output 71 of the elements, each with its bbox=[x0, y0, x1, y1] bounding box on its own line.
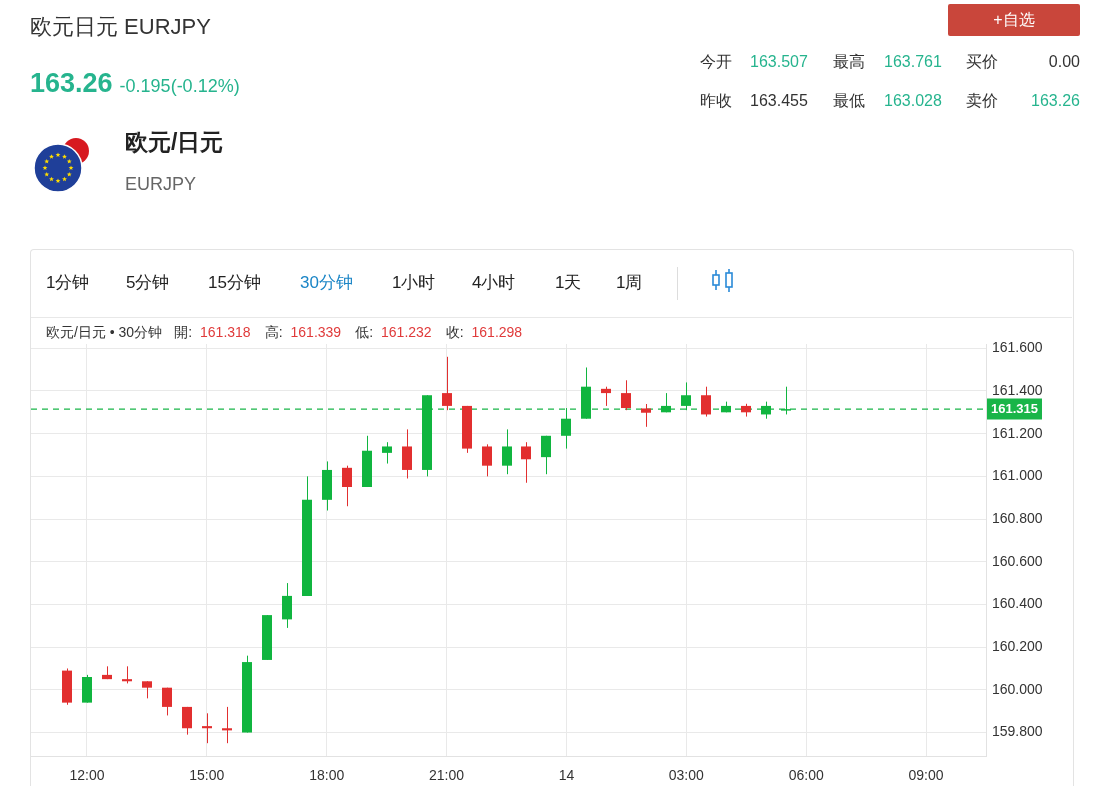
y-tick-label: 160.200 bbox=[992, 637, 1043, 654]
text: 4小时 bbox=[472, 272, 516, 294]
candlestick bbox=[202, 712, 212, 744]
text: 高: bbox=[264, 323, 283, 341]
text: 開: bbox=[174, 323, 193, 341]
y-tick-label: 161.600 bbox=[992, 339, 1043, 356]
text: 163.26 bbox=[1031, 91, 1080, 111]
text: 161.298 bbox=[471, 323, 523, 341]
text: 欧元/日元 bbox=[125, 129, 224, 157]
text: +自选 bbox=[993, 10, 1035, 30]
text: 最低 bbox=[833, 91, 865, 111]
candlestick bbox=[502, 428, 512, 475]
y-tick-label: 161.200 bbox=[992, 424, 1043, 441]
x-tick-label: 15:00 bbox=[189, 767, 225, 784]
y-tick-label: 160.600 bbox=[992, 552, 1043, 569]
x-tick-label: 03:00 bbox=[668, 767, 705, 784]
chart-title: 欧元日元 EURJPY bbox=[30, 13, 211, 41]
text: 昨收 bbox=[700, 91, 732, 111]
y-tick-label: 160.400 bbox=[992, 595, 1043, 612]
x-tick-label: 09:00 bbox=[908, 767, 944, 784]
candlestick bbox=[521, 441, 531, 484]
text: 欧元/日元 • 30分钟 bbox=[46, 323, 163, 341]
text: 1分钟 bbox=[46, 272, 90, 294]
candlestick bbox=[641, 403, 651, 428]
text: 0.00 bbox=[1048, 52, 1080, 72]
text: 买价 bbox=[966, 52, 998, 72]
text: 5分钟 bbox=[126, 272, 170, 294]
candlestick bbox=[222, 706, 232, 744]
text: 15分钟 bbox=[208, 272, 261, 294]
text: 161.339 bbox=[290, 323, 342, 341]
text: EURJPY bbox=[125, 174, 197, 196]
candlestick bbox=[701, 386, 711, 418]
candlestick bbox=[442, 356, 452, 411]
candlestick bbox=[621, 379, 631, 411]
text: 收: bbox=[445, 323, 464, 341]
text: 163.761 bbox=[884, 52, 942, 72]
candlestick bbox=[482, 443, 492, 477]
x-tick-label: 14 bbox=[558, 767, 575, 784]
text: 163.26 bbox=[30, 68, 113, 99]
candlestick bbox=[282, 582, 292, 629]
text: 卖价 bbox=[966, 91, 998, 111]
candlestick bbox=[601, 386, 611, 407]
text: 163.507 bbox=[750, 52, 808, 72]
x-tick-label: 06:00 bbox=[788, 767, 824, 784]
x-tick-label: 12:00 bbox=[69, 767, 105, 784]
text: 最高 bbox=[833, 52, 865, 72]
text: 今开 bbox=[700, 52, 732, 72]
candlestick bbox=[182, 706, 192, 736]
y-tick-label: 160.000 bbox=[992, 680, 1043, 697]
candlestick bbox=[402, 428, 412, 479]
candlestick bbox=[541, 435, 551, 475]
candlestick bbox=[382, 441, 392, 465]
y-tick-label: 159.800 bbox=[992, 723, 1043, 740]
text: 163.028 bbox=[884, 91, 942, 111]
text: 161.232 bbox=[381, 323, 432, 341]
x-tick-label: 18:00 bbox=[309, 767, 345, 784]
text: 163.455 bbox=[750, 91, 808, 111]
candlestick bbox=[162, 687, 172, 716]
text: 161.318 bbox=[200, 323, 251, 341]
ref-line-label: 161.315 bbox=[991, 401, 1038, 417]
text: 1小时 bbox=[392, 272, 436, 294]
text: 30分钟 bbox=[300, 272, 353, 294]
y-tick-label: 161.400 bbox=[992, 381, 1043, 398]
text: -0.195(-0.12%) bbox=[119, 76, 240, 97]
text: 1周 bbox=[616, 272, 643, 294]
text: 1天 bbox=[555, 272, 582, 294]
y-tick-label: 160.800 bbox=[992, 509, 1043, 526]
candlestick bbox=[342, 465, 352, 507]
text: 低: bbox=[355, 323, 374, 341]
x-tick-label: 21:00 bbox=[429, 767, 465, 784]
y-tick-label: 161.000 bbox=[992, 467, 1043, 484]
